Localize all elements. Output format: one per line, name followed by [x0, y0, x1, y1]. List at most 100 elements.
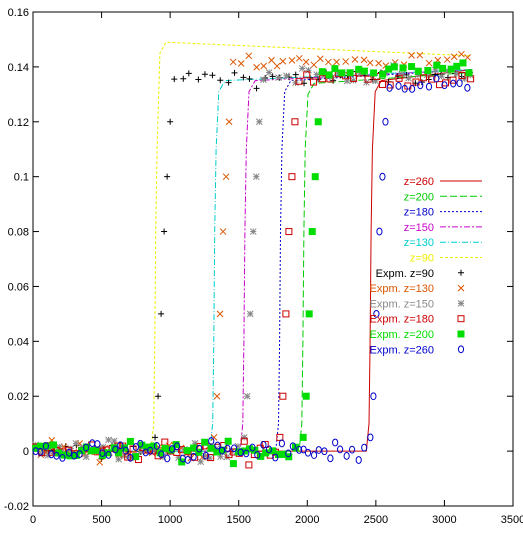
point-expm-z-150 — [423, 71, 431, 79]
point-expm-z-260 — [59, 453, 66, 462]
point-expm-z-180 — [207, 454, 215, 462]
point-expm-z-260 — [89, 439, 96, 448]
point-expm-z-130 — [288, 57, 296, 64]
point-expm-z-130 — [222, 173, 230, 181]
point-expm-z-130 — [408, 52, 415, 59]
point-expm-z-150 — [405, 74, 412, 82]
model-curve-z-180 — [33, 69, 472, 452]
point-expm-z-260 — [272, 453, 279, 462]
point-expm-z-150 — [67, 445, 75, 452]
point-expm-z-90 — [209, 72, 216, 79]
point-expm-z-200 — [408, 63, 416, 71]
point-expm-z-260 — [376, 227, 383, 236]
point-expm-z-150 — [372, 77, 379, 85]
experimental-points — [32, 50, 475, 469]
point-expm-z-90 — [155, 393, 162, 400]
point-expm-z-260 — [278, 439, 285, 448]
model-curve-z-260 — [33, 69, 472, 452]
point-expm-z-180 — [364, 75, 372, 83]
legend-label: z=130 — [404, 237, 434, 249]
point-expm-z-90 — [152, 434, 159, 441]
point-expm-z-260 — [127, 453, 134, 462]
x-tick-label: 2000 — [295, 514, 319, 526]
point-expm-z-260 — [214, 441, 221, 450]
point-expm-z-150 — [55, 443, 63, 451]
point-expm-z-200 — [92, 446, 100, 454]
legend-marker-sample — [457, 284, 465, 292]
point-expm-z-90 — [403, 71, 410, 78]
point-expm-z-260 — [230, 444, 238, 453]
point-expm-z-180 — [442, 79, 450, 87]
point-expm-z-200 — [414, 67, 422, 75]
point-expm-z-200 — [338, 69, 346, 77]
point-expm-z-260 — [105, 450, 112, 459]
point-expm-z-260 — [147, 446, 154, 455]
point-expm-z-260 — [395, 82, 402, 90]
point-expm-z-180 — [285, 228, 293, 236]
point-expm-z-150 — [217, 453, 224, 461]
point-expm-z-150 — [255, 118, 263, 126]
point-expm-z-150 — [431, 66, 439, 74]
point-expm-z-180 — [279, 392, 287, 400]
point-expm-z-260 — [332, 438, 339, 447]
y-tick-label: 0.04 — [8, 336, 29, 348]
point-expm-z-150 — [298, 65, 306, 72]
point-expm-z-130 — [302, 58, 310, 66]
x-tick-label: 0 — [30, 514, 36, 526]
legend-label: z=90 — [410, 253, 434, 265]
point-expm-z-90 — [185, 70, 192, 77]
point-expm-z-260 — [260, 441, 267, 449]
point-expm-z-200 — [299, 433, 307, 441]
point-expm-z-150 — [82, 453, 90, 461]
point-expm-z-260 — [304, 448, 312, 457]
point-expm-z-180 — [288, 173, 296, 181]
point-expm-z-90 — [225, 79, 232, 86]
point-expm-z-150 — [343, 77, 351, 85]
point-expm-z-90 — [201, 71, 208, 78]
point-expm-z-130 — [295, 54, 303, 62]
point-expm-z-130 — [325, 58, 332, 66]
point-expm-z-90 — [269, 73, 276, 80]
point-expm-z-260 — [173, 442, 181, 451]
point-expm-z-150 — [265, 69, 273, 76]
legend: z=260 z=200 z=180 z=150 z=130 z=90 Expm. z=90 E… — [369, 176, 482, 356]
point-expm-z-180 — [319, 75, 327, 83]
point-expm-z-200 — [150, 442, 158, 450]
point-expm-z-130 — [260, 62, 268, 70]
y-tick-label: 0 — [23, 446, 29, 458]
point-expm-z-260 — [94, 440, 101, 448]
point-expm-z-130 — [237, 60, 245, 67]
point-expm-z-260 — [112, 445, 119, 454]
point-expm-z-130 — [366, 59, 374, 67]
point-expm-z-200 — [224, 437, 232, 445]
point-expm-z-90 — [161, 228, 168, 235]
point-expm-z-150 — [249, 228, 257, 235]
point-expm-z-180 — [428, 75, 436, 83]
model-curve-z-130 — [33, 69, 472, 452]
legend-label: Expm. z=150 — [369, 298, 434, 310]
point-expm-z-260 — [315, 446, 322, 454]
point-expm-z-130 — [351, 56, 359, 63]
point-expm-z-90 — [167, 118, 174, 125]
point-expm-z-260 — [76, 450, 83, 458]
y-tick-label: 0.16 — [8, 7, 29, 19]
point-expm-z-180 — [458, 71, 466, 79]
point-expm-z-90 — [217, 77, 224, 84]
point-expm-z-260 — [202, 451, 210, 460]
point-expm-z-150 — [44, 452, 52, 459]
plot-frame — [32, 11, 514, 507]
y-tick-label: -0.02 — [4, 501, 29, 513]
point-expm-z-260 — [65, 448, 73, 457]
point-expm-z-260 — [379, 172, 386, 181]
point-expm-z-150 — [175, 454, 182, 462]
point-expm-z-260 — [433, 74, 440, 83]
point-expm-z-150 — [115, 455, 122, 463]
point-expm-z-260 — [386, 84, 393, 92]
point-expm-z-90 — [158, 310, 165, 317]
point-expm-z-150 — [349, 77, 357, 84]
point-expm-z-260 — [82, 443, 90, 452]
point-expm-z-200 — [126, 437, 134, 445]
point-expm-z-150 — [191, 439, 199, 447]
point-expm-z-200 — [308, 228, 316, 236]
point-expm-z-260 — [296, 445, 303, 454]
